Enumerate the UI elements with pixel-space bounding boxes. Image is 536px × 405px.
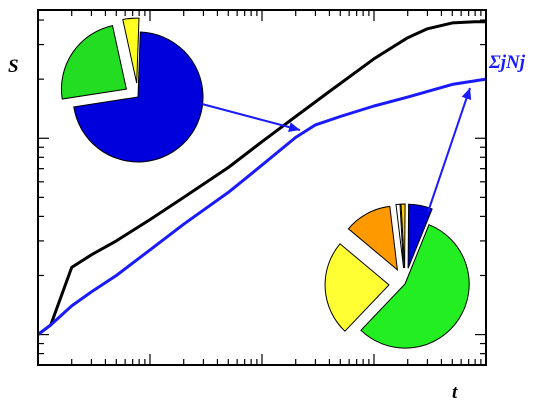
pie-slice xyxy=(407,203,433,269)
x-axis-label: t xyxy=(452,382,458,403)
pie-slice xyxy=(400,203,406,269)
plot-frame xyxy=(37,9,487,366)
pie-annotations xyxy=(61,17,470,349)
pie-slice xyxy=(73,31,204,163)
annotation-arrows xyxy=(201,87,472,213)
arrow-to-black-curve xyxy=(201,103,301,132)
arrow-to-blue-curve xyxy=(427,87,472,213)
pie-slice xyxy=(61,25,128,100)
y-axis-label: S xyxy=(8,56,19,77)
pie-bottom-right xyxy=(324,203,470,349)
pie-top-left xyxy=(61,17,204,163)
pie-slice xyxy=(360,224,470,349)
pie-slice xyxy=(347,205,399,272)
series-lines xyxy=(37,20,487,336)
pie-slice xyxy=(324,243,390,332)
series-line-blue xyxy=(37,77,487,336)
series-line-black xyxy=(37,20,486,336)
pie-slice xyxy=(395,203,405,269)
series-label-blue: ΣjNj xyxy=(488,52,526,73)
pie-slice xyxy=(122,17,140,84)
